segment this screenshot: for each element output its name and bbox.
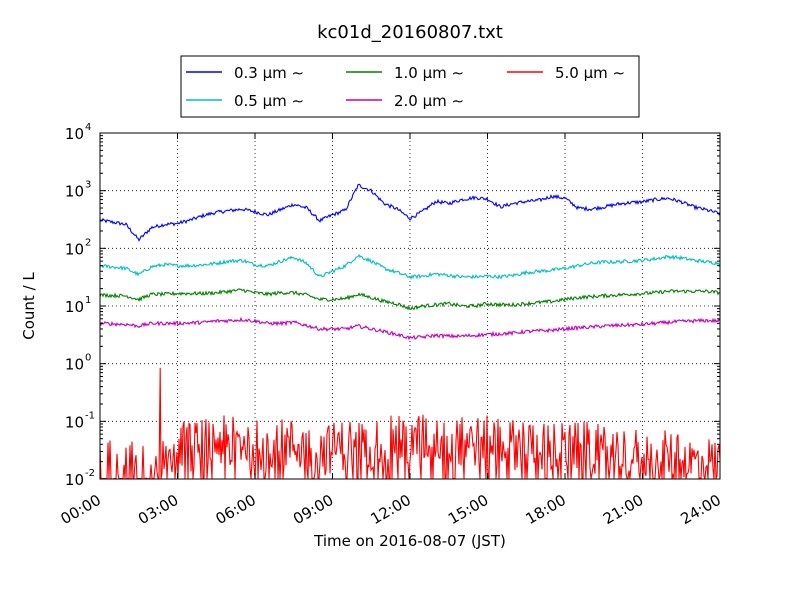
legend-label: 0.5 μm ∼ [234, 92, 304, 110]
series-line-0-5 [100, 253, 720, 280]
legend: 0.3 μm ∼ 1.0 μm ∼ 5.0 μm ∼ 0.5 μm ∼ 2.0 μm ∼ [180, 55, 640, 118]
y-tick-exponent: 2 [85, 237, 91, 248]
series-line-2-0 [100, 316, 720, 341]
legend-box [180, 55, 640, 118]
x-tick-label: 18:00 [523, 491, 569, 528]
x-tick-label: 24:00 [678, 491, 724, 528]
x-tick-label: 12:00 [368, 491, 414, 528]
x-tick-label: 00:00 [58, 491, 104, 528]
y-tick-label: 10 [65, 413, 84, 431]
y-tick-label: 10 [65, 356, 84, 374]
x-tick-label: 03:00 [135, 491, 181, 528]
y-axis-label: Count / L [20, 272, 38, 340]
chart-title: kc01d_20160807.txt [317, 22, 503, 43]
y-tick-exponent: 0 [85, 353, 91, 364]
x-axis: 00:00 03:00 06:00 09:00 12:00 15:00 18:00 21:00… [58, 133, 724, 528]
grid [99, 132, 721, 480]
x-tick-label: 21:00 [600, 491, 646, 528]
x-axis-label: Time on 2016-08-07 (JST) [313, 532, 506, 550]
x-tick-label: 06:00 [213, 491, 259, 528]
y-tick-label: 10 [65, 471, 84, 489]
y-tick-exponent: 3 [85, 180, 91, 191]
y-tick-exponent: 4 [85, 122, 91, 133]
legend-label: 5.0 μm ∼ [555, 64, 625, 82]
series-group [100, 183, 720, 479]
y-tick-exponent: -1 [85, 410, 95, 421]
y-tick-label: 10 [65, 183, 84, 201]
series-line-0-3 [100, 183, 720, 242]
legend-label: 2.0 μm ∼ [394, 92, 464, 110]
y-tick-label: 10 [65, 240, 84, 258]
legend-label: 0.3 μm ∼ [234, 64, 304, 82]
y-tick-exponent: 1 [85, 295, 91, 306]
series-line-5-0 [100, 367, 720, 479]
series-line-1-0 [100, 288, 720, 311]
y-tick-label: 10 [65, 298, 84, 316]
legend-label: 1.0 μm ∼ [394, 64, 464, 82]
x-tick-label: 15:00 [445, 491, 491, 528]
y-tick-exponent: -2 [85, 468, 95, 479]
y-tick-label: 10 [65, 125, 84, 143]
x-tick-label: 09:00 [290, 491, 336, 528]
